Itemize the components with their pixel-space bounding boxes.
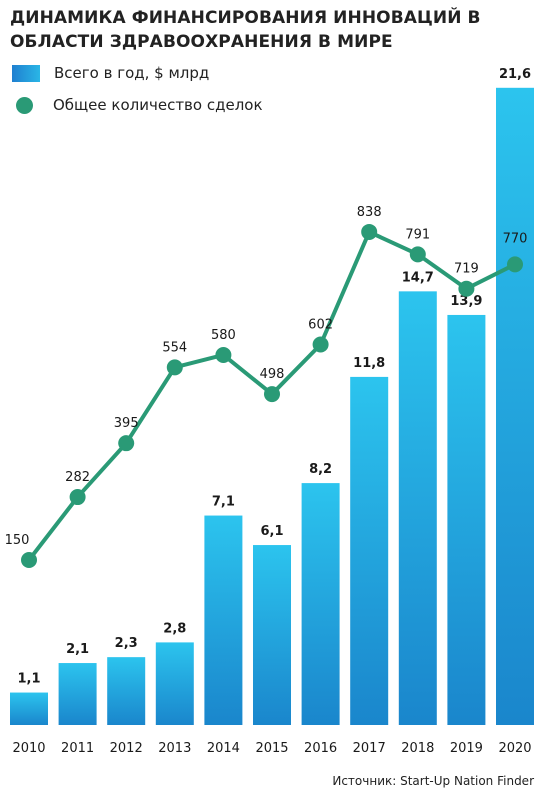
x-tick-2017: 2017 xyxy=(353,741,386,756)
deal-value-label-2018: 791 xyxy=(405,227,430,242)
deals-line-group xyxy=(21,223,523,568)
deal-value-label-2012: 395 xyxy=(114,416,139,431)
bar-value-label-2015: 6,1 xyxy=(260,524,283,539)
deal-value-label-2014: 580 xyxy=(211,328,236,343)
bar-2012 xyxy=(107,657,146,725)
source-note: Источник: Start-Up Nation Finder xyxy=(332,774,534,788)
bar-value-label-2019: 13,9 xyxy=(450,294,482,309)
x-tick-2012: 2012 xyxy=(110,741,143,756)
bar-value-label-2020: 21,6 xyxy=(499,67,531,82)
bar-value-label-2010: 1,1 xyxy=(17,672,40,687)
x-tick-2011: 2011 xyxy=(61,741,94,756)
bar-2014 xyxy=(204,515,243,725)
deal-value-label-2011: 282 xyxy=(65,470,90,485)
deal-point-2016 xyxy=(312,336,329,353)
x-tick-2016: 2016 xyxy=(304,741,337,756)
bar-2013 xyxy=(155,642,194,725)
chart-title: ДИНАМИКА ФИНАНСИРОВАНИЯ ИННОВАЦИЙ В ОБЛА… xyxy=(10,8,481,52)
deal-value-label-2020: 770 xyxy=(503,231,528,246)
x-tick-2015: 2015 xyxy=(255,741,288,756)
bar-2010 xyxy=(10,692,48,725)
bar-value-label-2012: 2,3 xyxy=(115,636,138,651)
bar-2011 xyxy=(58,663,97,725)
bar-2018 xyxy=(398,291,437,725)
deal-value-label-2019: 719 xyxy=(454,262,479,277)
deal-point-2020 xyxy=(507,256,523,273)
deal-value-label-2010: 150 xyxy=(5,533,30,548)
deal-point-2012 xyxy=(118,435,135,452)
deal-value-label-2017: 838 xyxy=(357,205,382,220)
bar-value-label-2011: 2,1 xyxy=(66,642,89,657)
bar-value-label-2016: 8,2 xyxy=(309,462,332,477)
deal-point-2015 xyxy=(264,386,280,403)
deal-labels-group: 150 282 395 554 580 498 602 838 791 719 770 xyxy=(5,205,528,548)
legend-item-line: Общее количество сделок xyxy=(12,96,263,114)
deal-value-label-2013: 554 xyxy=(162,340,187,355)
deal-point-2017 xyxy=(361,223,378,240)
x-tick-2010: 2010 xyxy=(12,741,45,756)
bar-2015 xyxy=(253,545,291,725)
bar-value-label-2017: 11,8 xyxy=(353,356,385,371)
x-tick-2013: 2013 xyxy=(158,741,191,756)
x-axis-ticks: 2010 2011 2012 2013 2014 2015 2016 2017 2018 2019… xyxy=(12,741,531,756)
deal-value-label-2015: 498 xyxy=(260,367,285,382)
deal-point-2019 xyxy=(458,280,475,297)
deal-point-2018 xyxy=(409,246,426,263)
bar-labels-group: 1,1 2,1 2,3 2,8 7,1 6,1 8,2 11,8 14,7 13,9 21,6 xyxy=(17,67,531,687)
deal-point-2011 xyxy=(69,489,86,506)
deal-value-label-2016: 602 xyxy=(308,317,333,332)
legend-item-bars: Всего в год, $ млрд xyxy=(12,64,209,82)
legend-dot-swatch xyxy=(16,96,33,114)
bar-value-label-2018: 14,7 xyxy=(402,270,434,285)
deal-point-2010 xyxy=(21,552,37,568)
legend-line-label: Общее количество сделок xyxy=(53,96,263,114)
bar-value-label-2014: 7,1 xyxy=(212,495,235,510)
x-tick-2020: 2020 xyxy=(498,741,531,756)
bars-group xyxy=(10,87,534,726)
bar-2020 xyxy=(496,87,534,726)
bar-2016 xyxy=(301,483,340,725)
x-tick-2019: 2019 xyxy=(450,741,483,756)
x-tick-2014: 2014 xyxy=(207,741,240,756)
bar-value-label-2013: 2,8 xyxy=(163,621,186,636)
bar-2017 xyxy=(350,376,389,725)
bar-2019 xyxy=(447,314,486,725)
deal-point-2013 xyxy=(166,359,183,376)
legend-bars-label: Всего в год, $ млрд xyxy=(54,64,210,82)
legend-bar-swatch xyxy=(12,64,40,82)
deal-point-2014 xyxy=(215,346,232,363)
x-tick-2018: 2018 xyxy=(401,741,434,756)
